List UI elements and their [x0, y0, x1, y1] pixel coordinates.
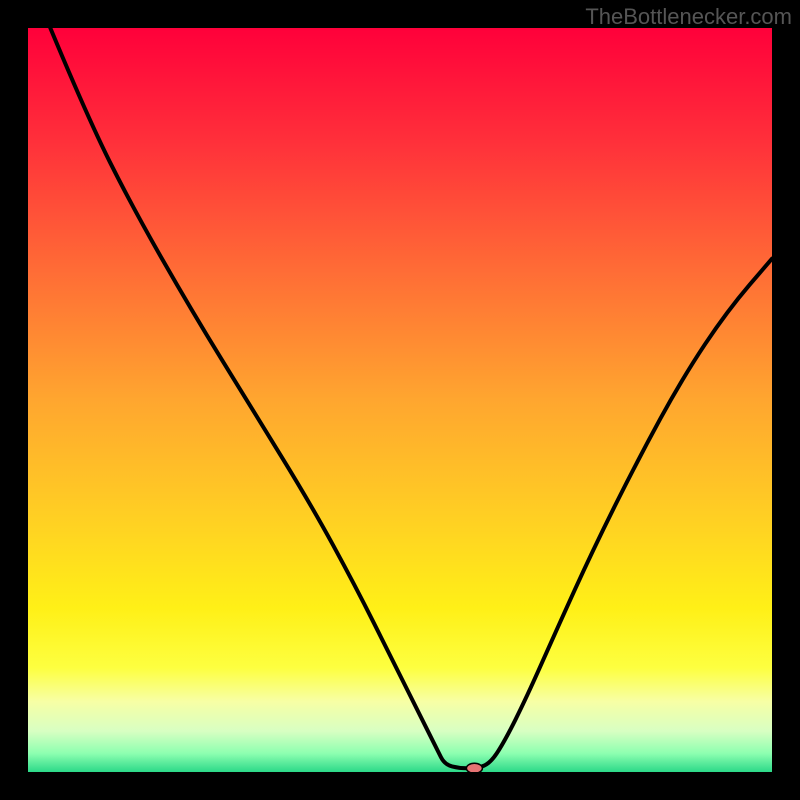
valley-marker [466, 763, 482, 772]
chart-svg [28, 28, 772, 772]
plot-area [28, 28, 772, 772]
stage: TheBottlenecker.com [0, 0, 800, 800]
bottleneck-curve [50, 28, 772, 768]
watermark-text: TheBottlenecker.com [585, 4, 792, 30]
